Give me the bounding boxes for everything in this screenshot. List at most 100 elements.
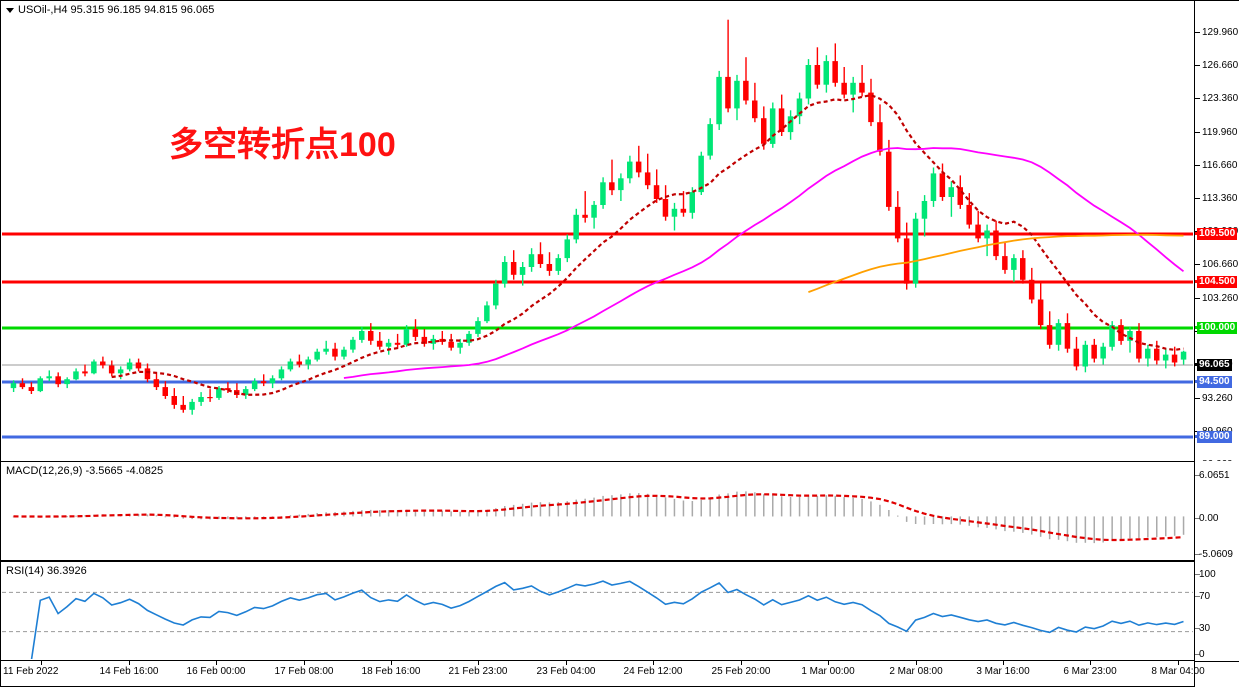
candle-wick bbox=[396, 333, 399, 349]
candle-body bbox=[368, 331, 374, 341]
candle-body bbox=[314, 351, 320, 360]
time-tick bbox=[478, 661, 479, 665]
candle-body bbox=[921, 201, 928, 219]
candle-wick bbox=[209, 389, 211, 402]
symbol-header[interactable]: USOil-,H4 95.315 96.185 94.815 96.065 bbox=[6, 4, 214, 16]
support-89-000[interactable] bbox=[2, 435, 1193, 439]
candle-body bbox=[207, 397, 213, 399]
price-chart-panel[interactable]: USOil-,H4 95.315 96.185 94.815 96.065 多空… bbox=[0, 0, 1195, 461]
price-level-badge[interactable]: 94.500 bbox=[1197, 376, 1232, 388]
candle-body bbox=[180, 404, 186, 410]
price-level-badge[interactable]: 104.500 bbox=[1197, 276, 1238, 288]
macd-histogram-bar bbox=[888, 510, 890, 517]
candle-wick bbox=[861, 65, 863, 97]
macd-panel[interactable]: MACD(12,26,9) -3.5665 -4.0825 bbox=[0, 461, 1195, 561]
macd-histogram-bar bbox=[602, 495, 604, 517]
candle-body bbox=[269, 378, 276, 384]
candle-body bbox=[635, 161, 642, 173]
macd-histogram-bar bbox=[539, 502, 542, 517]
candle-body bbox=[894, 206, 901, 239]
candle-body bbox=[903, 238, 910, 284]
macd-histogram-bar bbox=[593, 497, 595, 517]
candle-body bbox=[618, 178, 624, 191]
rsi-panel[interactable]: RSI(14) 36.3926 bbox=[0, 561, 1195, 661]
indicator-tick bbox=[1195, 654, 1200, 655]
macd-histogram-bar bbox=[682, 500, 685, 517]
macd-histogram-bar bbox=[816, 495, 819, 517]
resistance-104-500[interactable] bbox=[2, 280, 1193, 284]
macd-histogram-bar bbox=[566, 501, 568, 517]
indicator-tick-label: 0.00 bbox=[1199, 513, 1219, 524]
candle-body bbox=[1171, 354, 1178, 363]
macd-histogram-bar bbox=[548, 502, 551, 517]
candle-body bbox=[466, 333, 472, 343]
candle-body bbox=[82, 371, 88, 374]
time-tick-label: 18 Feb 16:00 bbox=[361, 666, 421, 677]
macd-histogram-bar bbox=[504, 506, 506, 517]
candle-body bbox=[591, 204, 597, 218]
candle-body bbox=[64, 379, 70, 385]
candle-body bbox=[332, 348, 338, 357]
candle-body bbox=[1162, 354, 1169, 361]
price-level-badge[interactable]: 89.000 bbox=[1197, 431, 1232, 443]
macd-histogram-bar bbox=[468, 511, 470, 517]
candle-body bbox=[1082, 344, 1088, 367]
resistance-109-500[interactable] bbox=[2, 232, 1193, 236]
macd-scale: 6.0651 0.00 -5.0609 bbox=[1195, 461, 1239, 561]
macd-histogram-bar bbox=[709, 498, 711, 517]
time-tick bbox=[216, 661, 217, 665]
price-level-badge[interactable]: 96.065 bbox=[1197, 359, 1232, 371]
macd-histogram-bar bbox=[923, 516, 926, 525]
candle-body bbox=[787, 116, 794, 133]
price-tick-label: 116.660 bbox=[1202, 160, 1238, 171]
candle-body bbox=[975, 224, 981, 239]
macd-histogram-bar bbox=[673, 498, 676, 517]
indicator-tick-label: 6.0651 bbox=[1199, 470, 1230, 481]
candle-body bbox=[546, 264, 553, 271]
candle-body bbox=[778, 108, 785, 132]
macd-histogram-bar bbox=[1156, 516, 1158, 538]
macd-histogram-bar bbox=[941, 516, 944, 525]
candle-body bbox=[162, 387, 168, 396]
candle-body bbox=[734, 80, 740, 109]
macd-histogram-bar bbox=[218, 516, 220, 519]
candle-body bbox=[689, 192, 695, 213]
support-94-500[interactable] bbox=[2, 380, 1193, 384]
macd-histogram-bar bbox=[432, 510, 435, 517]
price-level-badge[interactable]: 109.500 bbox=[1197, 228, 1238, 240]
chevron-down-icon[interactable] bbox=[6, 7, 14, 13]
candle-body bbox=[421, 336, 428, 344]
macd-histogram-bar bbox=[1093, 516, 1095, 544]
macd-histogram-bar bbox=[164, 516, 167, 518]
candle-body bbox=[144, 368, 151, 380]
current-price-96-065[interactable] bbox=[2, 364, 1193, 366]
price-tick-label: 103.260 bbox=[1202, 293, 1239, 304]
indicator-tick bbox=[1195, 475, 1200, 476]
candle-body bbox=[1011, 258, 1017, 270]
candle-body bbox=[859, 82, 865, 93]
macd-histogram-bar bbox=[396, 510, 399, 517]
time-axis[interactable]: 11 Feb 2022 14 Feb 16:00 16 Feb 00:00 17 Fe… bbox=[0, 661, 1205, 687]
macd-histogram-bar bbox=[182, 516, 184, 519]
candle-body bbox=[1145, 348, 1151, 359]
macd-histogram-bar bbox=[262, 516, 265, 518]
macd-histogram-bar bbox=[772, 494, 774, 517]
price-level-badge[interactable]: 100.000 bbox=[1197, 322, 1238, 334]
macd-histogram-bar bbox=[664, 497, 667, 517]
macd-histogram-bar bbox=[1066, 516, 1069, 542]
macd-histogram-bar bbox=[620, 494, 622, 517]
candle-body bbox=[10, 383, 17, 389]
macd-histogram-bar bbox=[638, 493, 640, 517]
time-tick-label: 2 Mar 08:00 bbox=[889, 666, 943, 677]
candle-body bbox=[886, 151, 892, 207]
macd-histogram-bar bbox=[1111, 516, 1113, 541]
macd-histogram-bar bbox=[236, 516, 238, 519]
candle-wick bbox=[638, 145, 640, 178]
time-tick-label: 11 Feb 2022 bbox=[3, 666, 59, 677]
time-tick bbox=[653, 661, 654, 665]
macd-histogram-bar bbox=[646, 493, 649, 517]
pivot-100-000[interactable] bbox=[2, 326, 1193, 330]
macd-histogram-bar bbox=[146, 514, 149, 517]
time-tick-label: 24 Feb 12:00 bbox=[623, 666, 683, 677]
